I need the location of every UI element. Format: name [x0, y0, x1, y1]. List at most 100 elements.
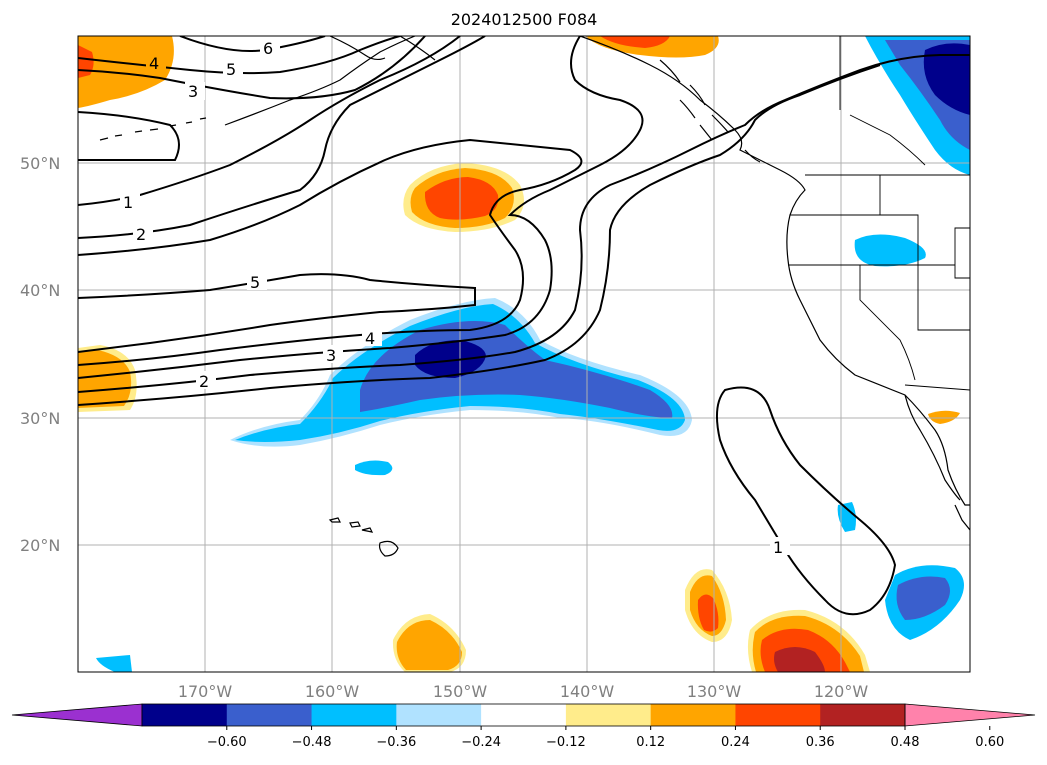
contour-labels: 6 5 4 3 1 2 5 4 3 2 1 — [120, 39, 790, 557]
anomaly-negative-small — [355, 460, 393, 476]
colorbar-segment — [142, 704, 228, 726]
colorbar-segment — [226, 704, 313, 726]
coastline-mexico — [954, 504, 970, 531]
contour-label-bg — [146, 53, 166, 71]
filled-anomalies — [78, 36, 970, 672]
map-frame — [77, 35, 971, 673]
contour-label: 2 — [136, 225, 146, 244]
anomaly-negative-topright-core — [923, 43, 970, 116]
lat-label: 30°N — [20, 409, 60, 428]
contour-3a — [78, 111, 180, 161]
lon-label: 140°W — [560, 682, 615, 701]
anomaly-positive-south3-core — [396, 620, 462, 670]
coastline-alaska-peninsula — [224, 36, 416, 126]
contour-label: 4 — [365, 329, 375, 348]
anomaly-positive-baja — [928, 410, 960, 424]
anomaly-positive-south2-max — [774, 647, 825, 672]
contour-label-bg — [196, 371, 216, 389]
colorbar-segment — [820, 704, 906, 726]
anomaly-positive-center-core — [424, 177, 499, 220]
anomaly-negative-small-east — [837, 502, 856, 532]
colorbar-tick-label: 0.36 — [806, 735, 835, 750]
contour-label: 1 — [773, 538, 783, 557]
contour-label-bg — [770, 537, 790, 555]
coastlines — [99, 36, 970, 557]
contour-label-bg — [120, 192, 140, 210]
contour-label-bg — [323, 345, 343, 363]
colorbar-segment — [565, 704, 652, 726]
colorbar-tick-label: −0.12 — [546, 735, 586, 750]
coastline-hawaii-2 — [349, 521, 361, 528]
colorbar-tick-label: 0.60 — [975, 735, 1004, 750]
lat-label: 50°N — [20, 154, 60, 173]
colorbar-tick-label: −0.48 — [292, 735, 332, 750]
border-bc-alberta — [849, 114, 926, 166]
contour-label-bg — [133, 224, 153, 242]
height-contours — [78, 36, 970, 616]
lon-label: 130°W — [687, 682, 742, 701]
contour-label: 2 — [199, 372, 209, 391]
contour-label-bg — [247, 272, 267, 290]
coastline-alaska-mainland — [329, 36, 436, 61]
longitude-labels: 170°W 160°W 150°W 140°W 130°W 120°W — [178, 682, 869, 701]
anomaly-negative-west-us — [854, 234, 926, 267]
colorbar: −0.60 −0.48 −0.36 −0.24 −0.12 0.12 0.24 0.36 0.4… — [11, 703, 1036, 750]
colorbar-segment — [481, 704, 567, 726]
coastline-baja — [904, 394, 961, 501]
contour-2 — [78, 36, 486, 239]
contour-label-bg — [223, 60, 243, 78]
colorbar-tick-label: −0.60 — [207, 735, 247, 750]
contour-label-bg — [362, 328, 382, 346]
contour-label: 6 — [263, 39, 273, 58]
border-nevada-utah — [954, 227, 970, 279]
contour-label-bg — [260, 39, 280, 57]
contour-3b — [78, 36, 644, 379]
anomaly-negative-band-min — [415, 340, 486, 378]
contour-5b — [78, 273, 476, 353]
map-title: 2024012500 F084 — [450, 10, 598, 29]
colorbar-segment — [311, 704, 397, 726]
contour-label: 5 — [250, 273, 260, 292]
border-idaho-nevada — [880, 214, 970, 331]
contour-1b — [78, 64, 881, 406]
coastline-north-america — [579, 36, 970, 506]
anomaly-negative-bottomleft — [96, 655, 132, 672]
colorbar-segment — [650, 704, 736, 726]
contour-4a — [78, 36, 426, 100]
contour-label: 3 — [326, 346, 336, 365]
anomaly-negative-southeast-core — [896, 576, 950, 620]
contour-label: 3 — [188, 82, 198, 101]
colorbar-extend-min — [11, 703, 143, 727]
colorbar-tick-label: −0.24 — [461, 735, 501, 750]
contour-label: 5 — [226, 60, 236, 79]
contour-label-bg — [185, 82, 205, 100]
colorbar-extend-max — [904, 703, 1036, 727]
lon-label: 150°W — [433, 682, 488, 701]
colorbar-frame — [141, 703, 906, 727]
map-area: 6 5 4 3 1 2 5 4 3 2 1 — [78, 36, 970, 672]
colorbar-tick-label: 0.48 — [891, 735, 920, 750]
coastline-hawaii-3 — [361, 527, 374, 533]
border-california-nevada — [859, 265, 916, 381]
lon-label: 170°W — [178, 682, 233, 701]
coastline-alaska-islands — [659, 59, 761, 163]
lon-label: 160°W — [305, 682, 360, 701]
contour-4b — [78, 138, 583, 366]
contour-label: 1 — [123, 193, 133, 212]
lon-label: 120°W — [814, 682, 869, 701]
colorbar-tick-label: 0.24 — [721, 735, 750, 750]
anomaly-positive-alaska-core — [600, 36, 670, 48]
anomaly-positive-south1-core — [697, 594, 719, 632]
gridlines — [78, 36, 970, 672]
colorbar-tick-label: −0.36 — [376, 735, 416, 750]
lat-label: 20°N — [20, 536, 60, 555]
colorbar-tick-label: 0.12 — [636, 735, 665, 750]
coastline-hawaii-big-island — [378, 540, 399, 557]
border-us-mexico — [904, 384, 970, 391]
contour-label: 4 — [149, 54, 159, 73]
coastline-aleutian-chain — [99, 117, 207, 141]
latitude-labels: 50°N 40°N 30°N 20°N — [20, 154, 60, 555]
lat-label: 40°N — [20, 281, 60, 300]
coastline-hawaii-1 — [328, 517, 341, 523]
